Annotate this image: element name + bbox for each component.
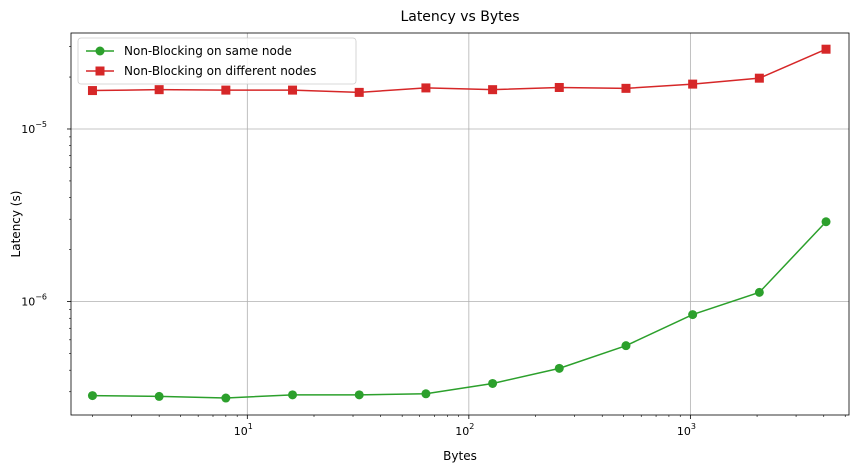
data-point (554, 363, 564, 373)
legend-marker (95, 66, 105, 76)
plot-area (71, 33, 849, 415)
x-tick-label-base: 10 (455, 425, 469, 438)
data-point (354, 87, 364, 97)
y-axis-label: Latency (s) (9, 191, 23, 258)
legend-box (77, 37, 357, 85)
legend-label: Non-Blocking on different nodes (124, 64, 316, 78)
data-point (221, 393, 231, 403)
data-point (488, 85, 498, 95)
data-point (688, 310, 698, 320)
series-different-nodes (87, 44, 831, 97)
data-point (421, 83, 431, 93)
data-point (154, 85, 164, 95)
data-point (554, 82, 564, 92)
y-tick-label-exponent: −6 (35, 293, 47, 302)
legend: Non-Blocking on same node Non-Blocking on… (77, 37, 357, 85)
y-tick-label: 10−5 (21, 120, 47, 136)
grid (71, 33, 849, 415)
x-tick-label-base: 10 (677, 425, 691, 438)
x-tick-label-exponent: 2 (469, 422, 474, 431)
x-tick-label: 103 (677, 422, 696, 438)
series-line (92, 221, 827, 399)
data-point (354, 390, 364, 400)
y-tick-label: 10−6 (21, 293, 47, 309)
x-tick-label-exponent: 3 (691, 422, 696, 431)
data-point (421, 389, 431, 399)
data-point (754, 287, 764, 297)
y-tick-label-base: 10 (21, 296, 35, 309)
x-axis-label: Bytes (443, 449, 477, 463)
data-point (821, 44, 831, 54)
data-point (87, 86, 97, 96)
data-point (754, 73, 764, 83)
y-tick-label-exponent: −5 (35, 120, 47, 129)
legend-marker (95, 46, 105, 56)
data-point (488, 378, 498, 388)
data-point (621, 341, 631, 351)
data-point (288, 85, 298, 95)
series-same-node (87, 217, 831, 403)
series-line (92, 48, 827, 94)
data-point (154, 391, 164, 401)
data-point (821, 217, 831, 227)
data-point (221, 85, 231, 95)
x-tick-label-base: 10 (234, 425, 248, 438)
y-tick-label-base: 10 (21, 123, 35, 136)
x-tick-label: 101 (234, 422, 253, 438)
x-tick-label-exponent: 1 (248, 422, 253, 431)
series-group (87, 44, 831, 403)
legend-label: Non-Blocking on same node (124, 44, 292, 58)
x-tick-label: 102 (455, 422, 474, 438)
data-point (621, 83, 631, 93)
data-point (288, 390, 298, 400)
plot-frame (70, 32, 850, 416)
chart-title: Latency vs Bytes (400, 9, 519, 25)
data-point (87, 391, 97, 401)
data-point (688, 79, 698, 89)
